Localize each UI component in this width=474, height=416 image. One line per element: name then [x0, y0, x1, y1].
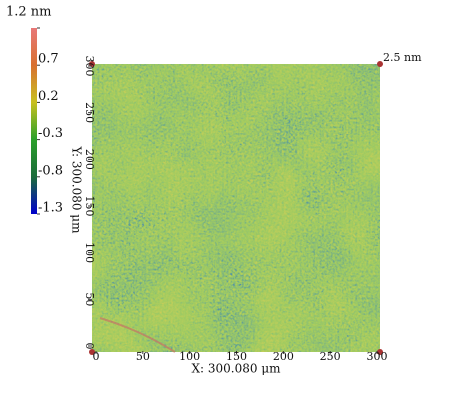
- corner-marker: [89, 349, 95, 355]
- colorbar-scale: [31, 28, 37, 214]
- surface-map: [92, 64, 380, 352]
- x-tick-label: 300: [367, 350, 388, 363]
- x-tick-label: 0: [93, 350, 100, 363]
- corner-marker: [377, 61, 383, 67]
- surface-feature: [99, 317, 176, 353]
- z-range-annotation: 2.5 nm: [383, 51, 422, 64]
- x-tick-label: 250: [320, 350, 341, 363]
- corner-marker: [377, 349, 383, 355]
- y-tick-label: 200: [83, 149, 96, 170]
- colorbar-tick-label: 0.2: [38, 89, 59, 104]
- colorbar-tick-label: -0.8: [38, 163, 63, 178]
- y-axis-label: Y: 300.080 μm: [70, 146, 84, 235]
- y-tick-label: 50: [83, 292, 96, 306]
- y-tick-label: 100: [83, 242, 96, 263]
- colorbar-tick-label: 1.2 nm: [6, 5, 52, 20]
- colorbar-tick-label: -1.3: [38, 201, 63, 216]
- colorbar-tick-label: 0.7: [38, 52, 59, 67]
- colorbar: 1.2 nm 0.7 0.2 -0.3 -0.8 -1.3: [6, 5, 63, 216]
- y-tick-label: 300: [83, 56, 96, 77]
- x-tick-label: 200: [273, 350, 294, 363]
- y-tick-label: 0: [83, 343, 96, 350]
- y-tick-label: 250: [83, 102, 96, 123]
- colorbar-tick-label: -0.3: [38, 126, 63, 141]
- x-axis-label: X: 300.080 μm: [191, 362, 281, 376]
- x-tick-label: 50: [136, 350, 150, 363]
- x-tick-label: 150: [226, 350, 247, 363]
- x-tick-label: 100: [179, 350, 200, 363]
- y-tick-label: 150: [83, 196, 96, 217]
